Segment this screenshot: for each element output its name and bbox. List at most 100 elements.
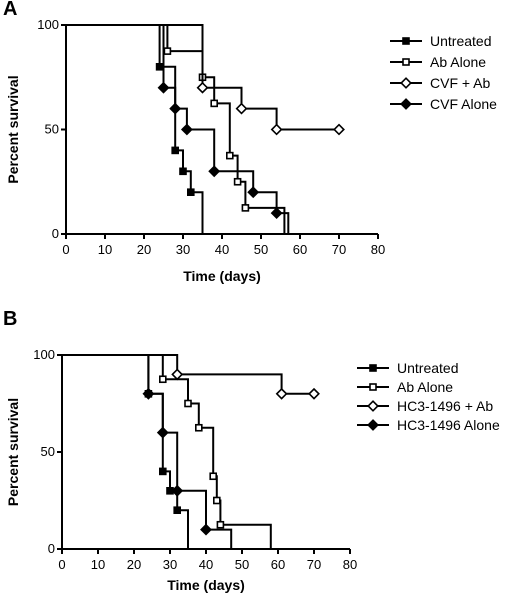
legend-marker [400, 77, 412, 89]
data-point [247, 186, 260, 199]
x-tick-label: 30 [163, 557, 177, 572]
x-tick-label: 60 [271, 557, 285, 572]
data-point [195, 423, 203, 432]
data-point [187, 188, 195, 196]
data-point [270, 123, 283, 136]
data-point [216, 520, 225, 529]
series-line [62, 354, 233, 549]
data-point [213, 496, 221, 505]
x-tick-label: 40 [215, 242, 229, 257]
legend-label: Untreated [430, 33, 491, 49]
panel-label: B [3, 308, 17, 330]
legend-label: Ab Alone [397, 379, 453, 395]
series-line [66, 24, 204, 234]
panel-b-chart: B 0 50 100 0 10 20 30 40 50 60 70 80 Time (days) Perce… [3, 308, 500, 593]
x-tick-label: 50 [235, 557, 249, 572]
legend-marker [367, 419, 379, 431]
data-point [159, 467, 167, 476]
legend-item: Ab Alone [357, 379, 453, 395]
series-hc3-1496-alone [62, 354, 233, 549]
legend-label: CVF + Ab [430, 75, 491, 91]
legend-marker [400, 98, 412, 110]
series-cvf-ab [66, 24, 345, 136]
x-tick-label: 20 [137, 242, 151, 257]
data-point [157, 81, 170, 94]
x-tick-label: 10 [98, 242, 112, 257]
legend-item: Untreated [390, 33, 491, 49]
data-point [159, 375, 167, 384]
data-point [200, 523, 212, 536]
y-tick-label: 0 [48, 541, 55, 556]
legend-item: HC3-1496 + Ab [357, 398, 493, 414]
data-point [169, 102, 182, 115]
data-point [180, 123, 193, 136]
data-point [208, 165, 221, 178]
data-point [173, 506, 181, 515]
data-point [171, 368, 184, 381]
legend-marker [369, 383, 377, 391]
x-axis-title: Time (days) [167, 577, 245, 593]
x-tick-label: 70 [332, 242, 346, 257]
legend-label: Untreated [397, 360, 458, 376]
data-point [196, 81, 209, 94]
series-line [62, 354, 189, 549]
x-tick-label: 0 [58, 557, 65, 572]
data-point [156, 426, 169, 439]
legend-label: Ab Alone [430, 54, 486, 70]
legend-marker [367, 400, 379, 412]
legend-marker [369, 364, 377, 372]
data-point [163, 47, 172, 55]
series-untreated [66, 24, 204, 234]
panel-label: A [3, 0, 17, 20]
series-line [66, 24, 293, 235]
data-point [275, 387, 288, 400]
series-line [66, 24, 339, 131]
legend-marker [402, 37, 410, 45]
data-point [226, 151, 234, 160]
series-line [66, 24, 290, 234]
data-point [209, 472, 217, 481]
data-point [171, 484, 184, 497]
x-tick-label: 80 [343, 557, 357, 572]
legend-label: HC3-1496 Alone [397, 417, 500, 433]
data-point [233, 177, 242, 186]
data-point [270, 207, 283, 220]
series-cvf-alone [66, 24, 290, 234]
y-tick-label: 100 [37, 17, 59, 32]
data-point [235, 102, 248, 115]
data-point [142, 387, 155, 400]
y-tick-label: 100 [33, 347, 55, 362]
legend-label: HC3-1496 + Ab [397, 398, 493, 414]
data-point [308, 387, 320, 400]
data-point [184, 399, 192, 408]
legend-item: Ab Alone [390, 54, 486, 70]
legend-item: CVF Alone [390, 96, 497, 112]
data-point [179, 167, 187, 176]
legend-label: CVF Alone [430, 96, 497, 112]
series-ab-alone [62, 354, 272, 549]
x-tick-label: 60 [293, 242, 307, 257]
series-untreated [62, 354, 189, 549]
y-tick-label: 50 [45, 122, 59, 137]
data-point [155, 62, 164, 71]
legend-item: Untreated [357, 360, 458, 376]
data-point [171, 146, 179, 155]
legend-marker [402, 58, 410, 66]
y-tick-label: 50 [41, 444, 55, 459]
panel-a-chart: A 0 50 100 0 10 20 30 40 50 60 70 80 Time (days) Perce… [3, 0, 497, 284]
x-tick-label: 30 [176, 242, 190, 257]
x-tick-label: 0 [62, 242, 69, 257]
y-axis-title: Percent survival [5, 75, 21, 183]
y-axis-title: Percent survival [5, 398, 21, 506]
x-tick-label: 40 [199, 557, 213, 572]
x-tick-label: 10 [91, 557, 105, 572]
data-point [241, 204, 250, 212]
x-axis-title: Time (days) [183, 268, 261, 284]
legend-item: CVF + Ab [390, 75, 491, 91]
y-tick-label: 0 [52, 226, 59, 241]
x-tick-label: 70 [307, 557, 321, 572]
data-point [333, 123, 345, 136]
series-ab-alone [66, 24, 293, 235]
series-line [62, 354, 272, 549]
